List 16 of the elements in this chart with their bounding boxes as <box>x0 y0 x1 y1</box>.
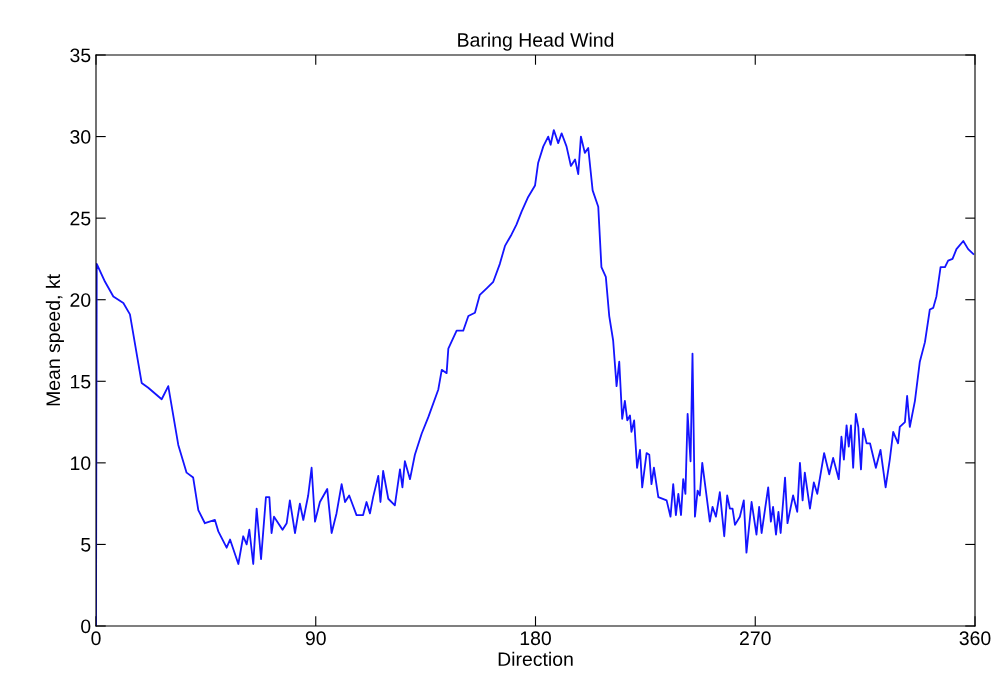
y-tick-label: 15 <box>71 374 91 389</box>
y-tick-label: 25 <box>70 211 91 226</box>
y-axis-title: Mean speed, kt <box>45 274 64 406</box>
y-tick-label: 30 <box>70 130 91 144</box>
x-tick-label: 360 <box>959 631 991 646</box>
y-tick-label: 5 <box>81 538 91 552</box>
y-tick-label: 10 <box>71 456 91 471</box>
y-tick-label: 35 <box>70 48 91 63</box>
x-axis-title: Direction <box>498 651 573 667</box>
y-tick-label: 0 <box>81 619 91 634</box>
x-tick-label: 270 <box>740 631 771 646</box>
x-tick-label: 90 <box>305 631 326 646</box>
x-tick-label: 0 <box>91 631 101 646</box>
chart-title: Baring Head Wind <box>458 32 614 51</box>
y-tick-label: 20 <box>70 293 91 307</box>
x-tick-label: 180 <box>520 631 551 646</box>
